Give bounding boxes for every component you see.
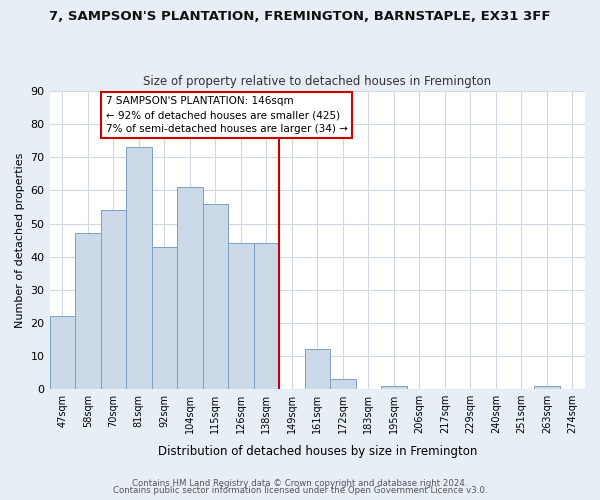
Bar	[381, 386, 407, 389]
Bar	[152, 246, 177, 389]
Bar	[534, 386, 560, 389]
Bar	[254, 244, 279, 389]
Bar	[126, 148, 152, 389]
Bar	[101, 210, 126, 389]
Title: Size of property relative to detached houses in Fremington: Size of property relative to detached ho…	[143, 76, 491, 88]
Text: Contains public sector information licensed under the Open Government Licence v3: Contains public sector information licen…	[113, 486, 487, 495]
Bar	[203, 204, 228, 389]
Y-axis label: Number of detached properties: Number of detached properties	[15, 152, 25, 328]
Bar	[305, 350, 330, 389]
Bar	[177, 187, 203, 389]
Bar	[330, 379, 356, 389]
Bar	[50, 316, 75, 389]
X-axis label: Distribution of detached houses by size in Fremington: Distribution of detached houses by size …	[158, 444, 477, 458]
Bar	[228, 244, 254, 389]
Text: 7 SAMPSON'S PLANTATION: 146sqm
← 92% of detached houses are smaller (425)
7% of : 7 SAMPSON'S PLANTATION: 146sqm ← 92% of …	[106, 96, 347, 134]
Text: Contains HM Land Registry data © Crown copyright and database right 2024.: Contains HM Land Registry data © Crown c…	[132, 478, 468, 488]
Text: 7, SAMPSON'S PLANTATION, FREMINGTON, BARNSTAPLE, EX31 3FF: 7, SAMPSON'S PLANTATION, FREMINGTON, BAR…	[49, 10, 551, 23]
Bar	[75, 234, 101, 389]
